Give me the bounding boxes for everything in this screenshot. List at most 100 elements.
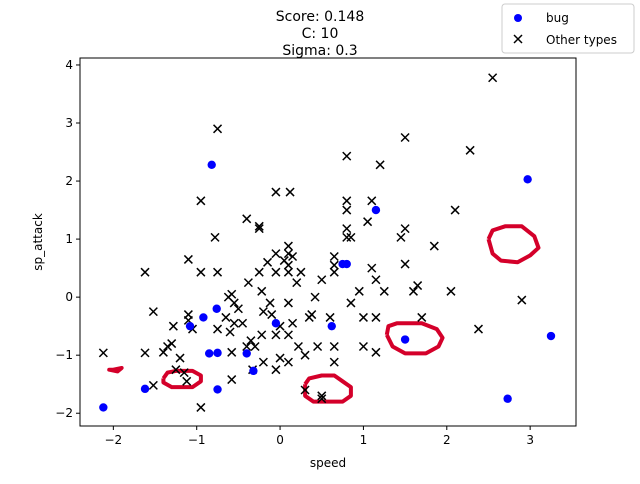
other-types-point — [417, 312, 427, 322]
x-tick-label: 2 — [443, 433, 451, 447]
plot-frame — [79, 57, 577, 427]
other-types-point — [396, 232, 406, 242]
y-tick-label: −1 — [55, 348, 73, 362]
other-types-point — [342, 205, 352, 215]
other-types-point — [227, 375, 237, 385]
other-types-point — [283, 330, 293, 340]
other-types-point — [371, 347, 381, 357]
other-types-point — [317, 275, 327, 285]
bug-point — [185, 321, 195, 331]
other-types-point — [450, 205, 460, 215]
other-types-point — [183, 254, 193, 264]
other-types-point — [300, 385, 310, 395]
other-types-point — [465, 145, 475, 155]
other-types-point — [179, 368, 189, 378]
other-types-point — [283, 298, 293, 308]
other-types-point — [429, 241, 439, 251]
other-types-point — [196, 196, 206, 206]
other-types-point — [367, 196, 377, 206]
other-types-point — [258, 357, 268, 367]
other-types-point — [238, 318, 248, 328]
other-types-point — [329, 260, 339, 270]
boundary-contour — [384, 321, 445, 356]
other-types-point — [313, 341, 323, 352]
other-types-point — [250, 341, 260, 352]
other-types-point — [221, 312, 231, 322]
other-types-point — [196, 267, 206, 277]
chart-title: Score: 0.148 C: 10 Sigma: 0.3 — [276, 9, 364, 59]
title-line-score: Score: 0.148 — [276, 9, 364, 25]
boundary-contour — [107, 366, 124, 374]
x-tick-label: −1 — [188, 433, 206, 447]
y-tick-label: 2 — [65, 174, 73, 188]
legend: bug Other types — [501, 3, 635, 54]
bug-point — [213, 348, 222, 358]
x-axis-label: speed — [310, 456, 346, 470]
other-types-point — [162, 341, 173, 352]
x-tick-label: 1 — [360, 433, 368, 447]
other-types-point — [271, 249, 281, 259]
other-types-point — [488, 73, 498, 83]
other-types-point — [342, 232, 352, 242]
other-types-point — [148, 307, 158, 317]
bug-point — [371, 205, 381, 215]
other-types-point — [254, 221, 264, 231]
other-types-point — [408, 286, 418, 296]
y-axis-ticks: −2 −1 0 1 2 3 4 — [55, 58, 80, 420]
other-types-point — [158, 347, 168, 357]
y-tick-label: 0 — [65, 290, 73, 304]
legend-other-label: Other types — [546, 33, 617, 47]
other-types-point — [307, 310, 317, 320]
other-types-point — [213, 267, 223, 277]
legend-box — [501, 3, 635, 54]
other-types-point — [271, 187, 281, 197]
other-types-point — [254, 224, 264, 234]
other-types-point — [242, 341, 252, 352]
other-types-point — [342, 224, 352, 234]
other-types-point — [446, 286, 456, 296]
bug-point — [327, 321, 336, 331]
other-types-point — [283, 249, 293, 259]
y-tick-label: −2 — [55, 406, 73, 420]
other-types-point — [310, 292, 320, 302]
x-tick-label: 3 — [526, 433, 534, 447]
other-types-point — [358, 312, 368, 322]
x-tick-label: 0 — [276, 433, 284, 447]
other-types-point — [354, 286, 364, 296]
other-types-point — [292, 278, 302, 288]
other-types-point — [325, 312, 335, 322]
bug-point — [205, 349, 214, 358]
other-types-point — [225, 327, 235, 337]
bug-point — [342, 259, 351, 269]
other-types-point — [329, 251, 339, 262]
other-types-point — [317, 391, 327, 401]
other-types-point — [288, 251, 298, 262]
other-types-point — [233, 304, 243, 314]
boundary-contour — [303, 373, 353, 404]
other-types-point — [371, 312, 381, 322]
other-types-point — [285, 187, 295, 197]
other-types-point — [175, 353, 185, 363]
other-types-point — [98, 348, 108, 358]
y-tick-label: 4 — [65, 58, 73, 72]
other-types-point — [358, 341, 368, 352]
other-types-point — [271, 267, 281, 277]
other-types-point — [257, 286, 267, 296]
other-types-point — [140, 267, 150, 277]
other-types-point — [182, 376, 192, 386]
other-types-point — [375, 160, 385, 170]
bug-point — [271, 319, 281, 328]
other-types-point — [275, 353, 285, 363]
legend-other-marker — [513, 34, 523, 44]
bug-point — [199, 313, 208, 322]
other-types-points — [98, 73, 527, 412]
y-tick-label: 3 — [65, 116, 73, 130]
other-types-point — [227, 289, 237, 299]
other-types-point — [342, 151, 352, 161]
other-types-point — [317, 394, 327, 404]
bug-point — [207, 160, 216, 170]
bug-point — [249, 366, 258, 376]
other-types-point — [213, 324, 223, 334]
other-types-point — [283, 267, 293, 277]
